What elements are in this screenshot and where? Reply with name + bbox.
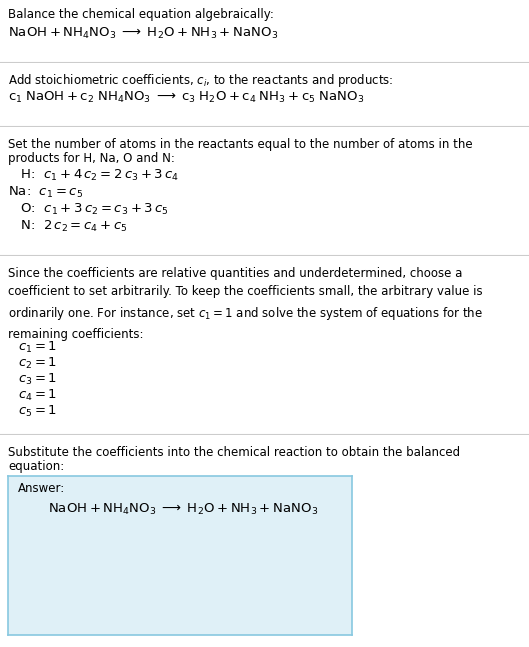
Text: N:  $2\,c_2 = c_4 + c_5$: N: $2\,c_2 = c_4 + c_5$ (12, 219, 127, 234)
Text: Since the coefficients are relative quantities and underdetermined, choose a
coe: Since the coefficients are relative quan… (8, 267, 483, 340)
Text: $c_2 = 1$: $c_2 = 1$ (18, 356, 57, 371)
Text: Answer:: Answer: (18, 482, 65, 495)
Text: equation:: equation: (8, 460, 64, 473)
Text: $\mathrm{NaOH + NH_4NO_3 \;\longrightarrow\; H_2O + NH_3 + NaNO_3}$: $\mathrm{NaOH + NH_4NO_3 \;\longrightarr… (8, 26, 278, 41)
Text: $c_3 = 1$: $c_3 = 1$ (18, 372, 57, 387)
Text: $\mathrm{c_1\;NaOH + c_2\;NH_4NO_3 \;\longrightarrow\; c_3\;H_2O + c_4\;NH_3 + c: $\mathrm{c_1\;NaOH + c_2\;NH_4NO_3 \;\lo… (8, 90, 364, 105)
Text: O:  $c_1 + 3\,c_2 = c_3 + 3\,c_5$: O: $c_1 + 3\,c_2 = c_3 + 3\,c_5$ (12, 202, 169, 217)
Text: $c_1 = 1$: $c_1 = 1$ (18, 340, 57, 355)
Text: Na:  $c_1 = c_5$: Na: $c_1 = c_5$ (8, 185, 83, 200)
Text: $\mathrm{NaOH + NH_4NO_3 \;\longrightarrow\; H_2O + NH_3 + NaNO_3}$: $\mathrm{NaOH + NH_4NO_3 \;\longrightarr… (48, 502, 318, 517)
Text: $c_4 = 1$: $c_4 = 1$ (18, 388, 57, 403)
Text: $c_5 = 1$: $c_5 = 1$ (18, 404, 57, 419)
Text: products for H, Na, O and N:: products for H, Na, O and N: (8, 152, 175, 165)
Text: Set the number of atoms in the reactants equal to the number of atoms in the: Set the number of atoms in the reactants… (8, 138, 472, 151)
Text: H:  $c_1 + 4\,c_2 = 2\,c_3 + 3\,c_4$: H: $c_1 + 4\,c_2 = 2\,c_3 + 3\,c_4$ (12, 168, 179, 183)
Text: Add stoichiometric coefficients, $c_i$, to the reactants and products:: Add stoichiometric coefficients, $c_i$, … (8, 72, 394, 89)
Text: Balance the chemical equation algebraically:: Balance the chemical equation algebraica… (8, 8, 274, 21)
Text: Substitute the coefficients into the chemical reaction to obtain the balanced: Substitute the coefficients into the che… (8, 446, 460, 459)
